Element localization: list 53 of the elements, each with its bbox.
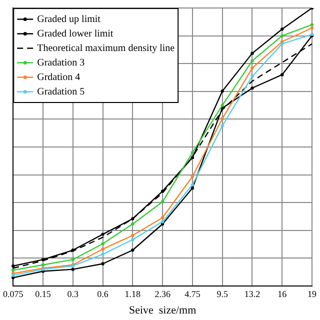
- point: [250, 66, 254, 70]
- point: [12, 264, 15, 268]
- point: [160, 216, 164, 220]
- point: [160, 200, 164, 204]
- point: [101, 247, 104, 251]
- point: [220, 90, 224, 93]
- point: [101, 232, 104, 236]
- point: [101, 242, 104, 246]
- point: [160, 220, 164, 224]
- point: [190, 183, 194, 186]
- point: [71, 258, 74, 262]
- legend-label: Gradation 3: [37, 57, 85, 68]
- point: [280, 73, 284, 76]
- point: [190, 150, 194, 154]
- point: [250, 86, 254, 90]
- x-tick-label: 16: [278, 288, 288, 299]
- point: [250, 74, 254, 78]
- point: [131, 248, 134, 252]
- point: [131, 238, 134, 242]
- point: [101, 262, 104, 266]
- point: [190, 174, 194, 178]
- point: [310, 23, 314, 26]
- legend-label: Gradation 5: [37, 86, 85, 98]
- legend-label: Theoretical maximum density line: [37, 42, 176, 54]
- point: [131, 222, 134, 226]
- point: [41, 263, 45, 266]
- x-tick-label: 13.2: [244, 288, 260, 299]
- legend-label: Grdation 4: [37, 72, 80, 83]
- point: [12, 268, 15, 272]
- x-tick-label: 1.18: [124, 288, 142, 299]
- point: [280, 34, 284, 38]
- point: [250, 59, 254, 62]
- point: [220, 124, 224, 128]
- point: [220, 117, 224, 120]
- x-tick-label: 0.3: [67, 288, 80, 299]
- x-tick-label: 0.15: [35, 288, 52, 299]
- legend-label: Graded lower limit: [37, 28, 114, 40]
- legend-label: Graded up limit: [37, 14, 101, 25]
- x-axis-title: Seive size/mm: [128, 304, 197, 316]
- point: [250, 52, 254, 55]
- x-tick-label: 19: [308, 288, 317, 299]
- point: [190, 186, 194, 190]
- x-tick-label: 9.5: [216, 288, 228, 299]
- x-tick-label: 4.75: [184, 288, 201, 299]
- x-tick-label: 0.6: [97, 288, 109, 299]
- point: [101, 252, 104, 256]
- point: [280, 28, 284, 31]
- x-tick-label: 2.36: [154, 288, 171, 299]
- point: [220, 104, 224, 107]
- x-tick-label: 0.075: [3, 288, 24, 299]
- point: [131, 234, 134, 238]
- point: [71, 268, 74, 271]
- point: [310, 26, 314, 30]
